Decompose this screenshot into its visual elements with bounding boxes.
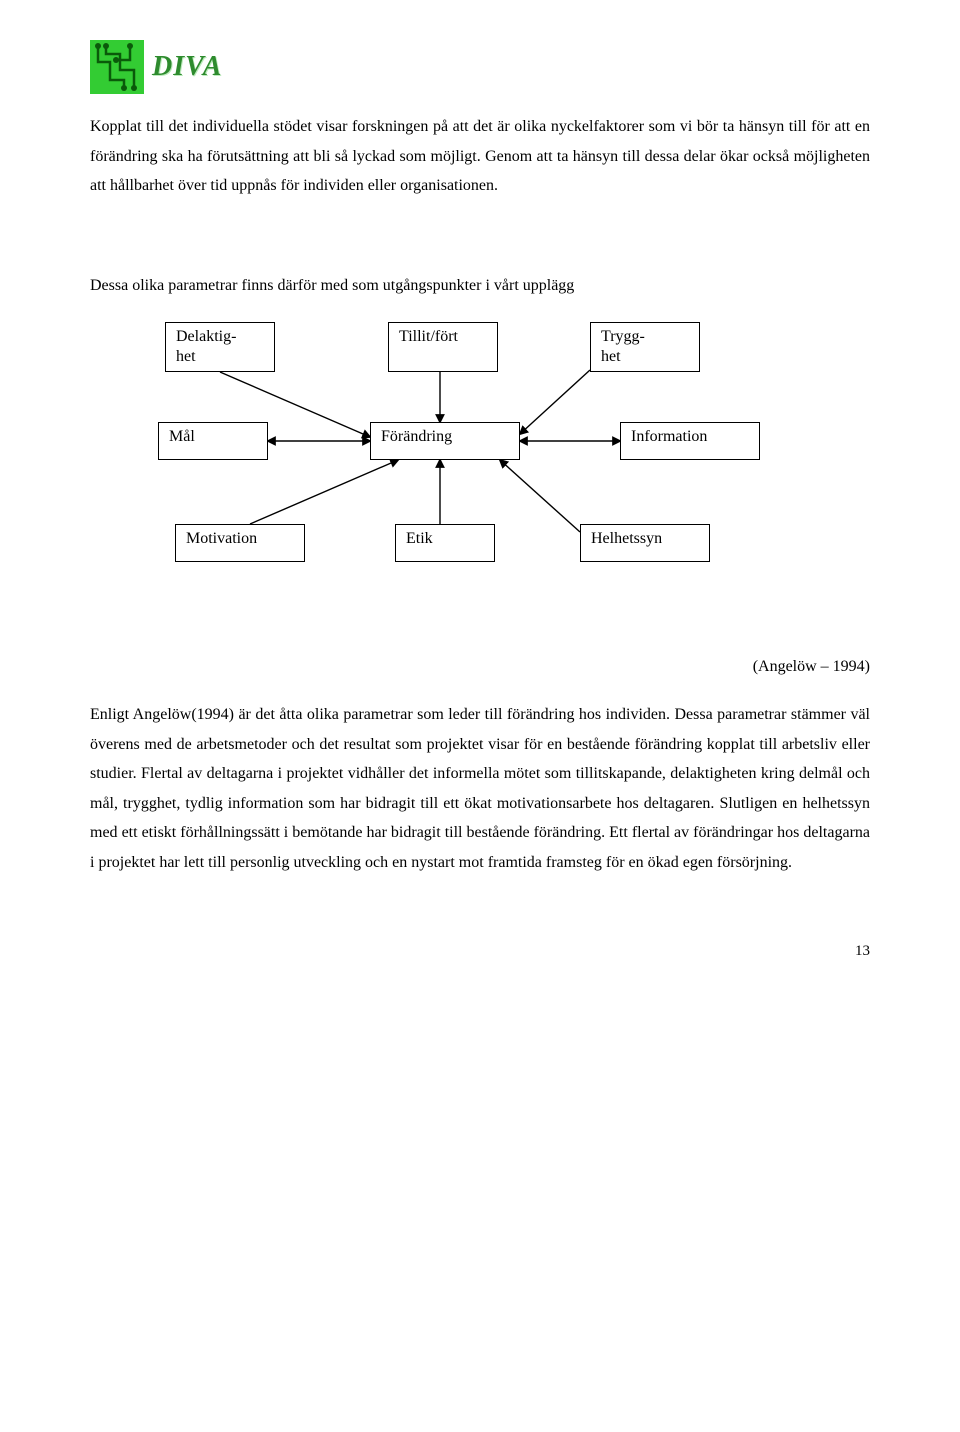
box-label: Information <box>631 428 707 445</box>
page-header: DIVA <box>90 40 870 94</box>
box-label: Tillit/fört <box>399 328 458 345</box>
box-tillit: Tillit/fört <box>388 322 498 372</box>
diva-logo <box>90 40 144 94</box>
page-number: 13 <box>90 938 870 966</box>
box-information: Information <box>620 422 760 460</box>
paragraph-2: Enligt Angelöw(1994) är det åtta olika p… <box>90 700 870 878</box>
box-delaktighet: Delaktig- het <box>165 322 275 372</box>
box-helhetssyn: Helhetssyn <box>580 524 710 562</box>
parameter-diagram: Delaktig- het Tillit/fört Trygg- het Mål… <box>120 322 840 622</box>
box-label: Etik <box>406 530 433 547</box>
box-label: Trygg- <box>601 328 645 345</box>
box-label: het <box>176 348 196 365</box>
brand-title: DIVA <box>152 41 222 93</box>
box-etik: Etik <box>395 524 495 562</box>
box-label: Delaktig- <box>176 328 236 345</box>
box-label: Förändring <box>381 428 452 445</box>
box-label: het <box>601 348 621 365</box>
box-label: Helhetssyn <box>591 530 662 547</box>
box-motivation: Motivation <box>175 524 305 562</box>
box-label: Motivation <box>186 530 257 547</box>
diagram-caption: (Angelöw – 1994) <box>90 652 870 682</box>
box-trygghet: Trygg- het <box>590 322 700 372</box>
diagram-intro: Dessa olika parametrar finns därför med … <box>90 271 870 301</box>
box-forandring: Förändring <box>370 422 520 460</box>
box-mal: Mål <box>158 422 268 460</box>
box-label: Mål <box>169 428 195 445</box>
paragraph-1: Kopplat till det individuella stödet vis… <box>90 112 870 201</box>
